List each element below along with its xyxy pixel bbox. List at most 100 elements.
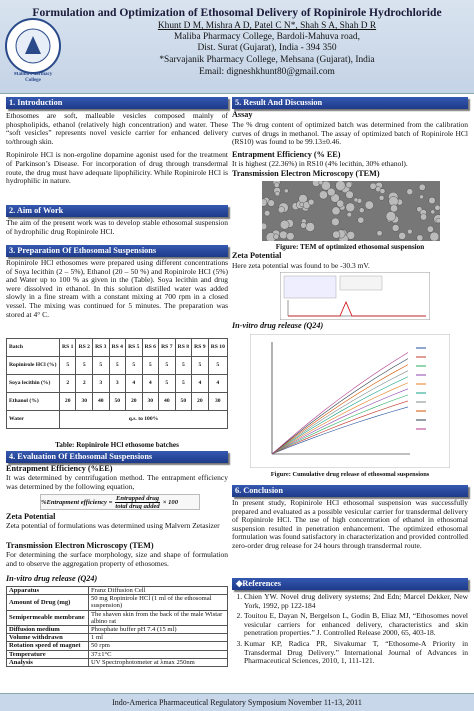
table-row: Temperature 37±1°C: [6, 649, 228, 659]
paragraph: Here zeta potential was found to be -30.…: [232, 262, 370, 270]
vesicle: [273, 182, 280, 188]
table-header-cell: RS 8: [174, 338, 193, 357]
table-cell: Water: [6, 410, 60, 429]
vesicle: [357, 216, 365, 224]
vesicle: [267, 199, 275, 207]
table-cell: 3: [108, 374, 127, 393]
paragraph: It is highest (22.36%) in RS10 (4% lecit…: [232, 160, 408, 168]
table-row: Ethanol (%) 20 30 40 50 20 30 40 50 20 30: [6, 392, 228, 411]
release-curve: [271, 370, 409, 455]
caption: Table: Ropinirole HCl ethosome batches: [55, 441, 179, 449]
release-curve: [271, 376, 409, 455]
table-row: Volume withdrawn 1 ml: [6, 633, 228, 643]
vesicle: [274, 190, 280, 197]
paragraph: The aim of the present work was to devel…: [6, 219, 228, 236]
table-cell: 5: [174, 374, 193, 393]
release-curve: [271, 406, 409, 455]
vesicle: [345, 202, 356, 213]
table-cell: 50: [108, 392, 127, 411]
numerator: Entrapped drug: [115, 494, 160, 503]
vesicle: [336, 199, 345, 208]
reference: Chien YW. Novel drug delivery systems; 2…: [244, 593, 468, 610]
reference: Touitou E, Dayan N, Bergelson L, Godin B…: [244, 611, 468, 638]
affiliation: Dist. Surat (Gujarat), India - 394 350: [197, 43, 337, 53]
vesicle: [420, 213, 428, 221]
table-cell: Temperature: [6, 649, 89, 659]
vesicle: [300, 222, 307, 229]
table-cell: 50 rpm: [88, 641, 228, 651]
table-cell: 4: [207, 374, 228, 393]
paragraph: In present study, Ropinirole HCl ethosom…: [232, 499, 468, 550]
section-heading: 4. Evaluation Of Ethosomal Suspensions: [6, 451, 228, 463]
vesicle: [273, 233, 280, 240]
affiliation: Maliba Pharmacy College, Bardoli-Mahuva …: [174, 32, 360, 42]
header: Maliba Pharmacy College Formulation and …: [0, 0, 474, 94]
release-curve: [271, 400, 409, 455]
email: Email: digneshkhunt80@gmail.com: [199, 67, 335, 77]
vesicle: [345, 190, 354, 199]
section-heading: 1. Introduction: [6, 97, 228, 109]
table-cell: Diffusion medium: [6, 625, 89, 635]
caption: Figure: TEM of optimized ethosomal suspe…: [275, 243, 425, 251]
element: Ethosomes are soft, malleable vesicles c…: [6, 112, 228, 202]
table-cell: 5: [158, 374, 176, 393]
release-curve: [271, 358, 409, 455]
vesicle: [332, 230, 341, 239]
vesicle: [406, 188, 414, 195]
vesicle: [353, 197, 359, 203]
section-heading: ◆References: [232, 578, 468, 590]
release-curve: [271, 382, 409, 455]
denominator: total drug added: [115, 502, 160, 510]
paragraph: Zeta potential of formulations was deter…: [6, 522, 220, 530]
paragraph: The % drug content of optimized batch wa…: [232, 121, 468, 147]
section-heading: 5. Result And Discussion: [232, 97, 468, 109]
table-cell: 50: [174, 392, 193, 411]
vesicle: [428, 196, 436, 205]
batch-table-wrap: Batch RS 1 RS 2 RS 3 RS 4 RS 5 RS 6 RS 7 RS 8 RS …: [6, 338, 228, 438]
subheading: Entrapment Efficiency (%EE): [6, 465, 113, 473]
element: [25, 36, 41, 54]
paragraph: It was determined by centrifugation meth…: [6, 474, 228, 491]
vesicle: [279, 230, 288, 240]
table-row: Batch RS 1 RS 2 RS 3 RS 4 RS 5 RS 6 RS 7 RS 8 RS …: [6, 338, 228, 357]
formula-lhs: %Entrapment efficiency =: [41, 498, 113, 506]
table-cell: 5: [125, 356, 143, 375]
table-header-cell: RS 10: [207, 338, 228, 357]
vesicle: [331, 206, 341, 216]
element: [283, 275, 337, 299]
authors: Khunt D M, Mishra A D, Patel C N*, Shah …: [157, 21, 377, 31]
table-cell: 20: [125, 392, 143, 411]
vesicle: [284, 188, 289, 194]
table-cell: Amount of Drug (mg): [6, 594, 89, 611]
table-cell: q.s. to 100%: [58, 410, 228, 429]
table-cell: Franz Diffusion Cell: [88, 586, 228, 596]
vesicle: [331, 217, 340, 227]
vesicle: [299, 202, 305, 207]
vesicle: [358, 207, 365, 214]
vesicle: [335, 181, 346, 191]
references-heading: References: [242, 579, 281, 588]
vesicle: [407, 228, 413, 235]
table-cell: Apparatus: [6, 586, 89, 596]
vesicle: [429, 231, 440, 241]
vesicle: [426, 225, 434, 233]
element: [416, 347, 426, 430]
table-cell: Soya lecithin (%): [6, 374, 60, 393]
vesicle: [379, 188, 386, 194]
element: [339, 275, 383, 291]
vesicle: [346, 212, 352, 218]
table-cell: 5: [141, 356, 160, 375]
table-cell: 20: [58, 392, 77, 411]
element: [288, 300, 426, 317]
vesicle: [385, 211, 397, 222]
vesicle: [327, 187, 336, 197]
paragraph: Ropinirole HCl is non-ergoline dopamine …: [6, 150, 228, 186]
table-cell: 5: [174, 356, 193, 375]
vesicle: [286, 232, 295, 241]
table-cell: 5: [191, 356, 209, 375]
subheading: In-vitro drug release (Q24): [6, 575, 98, 583]
vesicle: [321, 181, 331, 191]
vesicle: [376, 230, 383, 237]
release-table: Apparatus Franz Diffusion Cell Amount of D…: [6, 586, 228, 668]
release-curve: [271, 394, 409, 455]
